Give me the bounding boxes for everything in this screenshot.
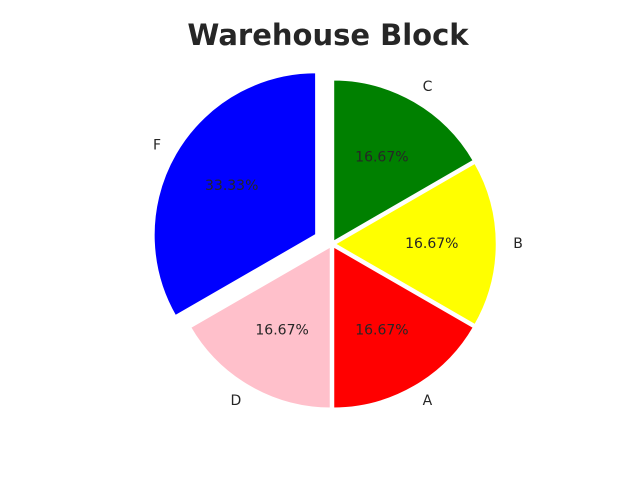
percent-label-c: 16.67% [355,150,408,166]
percent-label-a: 16.67% [355,322,408,338]
category-label-c: C [423,79,433,95]
percent-label-b: 16.67% [405,236,458,252]
category-label-d: D [231,393,242,409]
pie-slice-b [331,160,499,328]
pie-slices [152,70,499,410]
category-label-f: F [153,137,161,153]
pie-labels: A 16.67% B 16.67% C 16.67% F 33.33% D 16.67% [153,79,523,409]
pie-slice-f [152,70,318,319]
chart-title: Warehouse Block [187,18,469,52]
category-label-a: A [423,393,433,409]
percent-label-f: 33.33% [205,178,258,194]
pie-slice-a [331,243,476,410]
category-label-b: B [513,236,523,252]
pie-slice-c [331,78,476,245]
percent-label-d: 16.67% [255,322,308,338]
pie-slice-d [188,243,333,410]
